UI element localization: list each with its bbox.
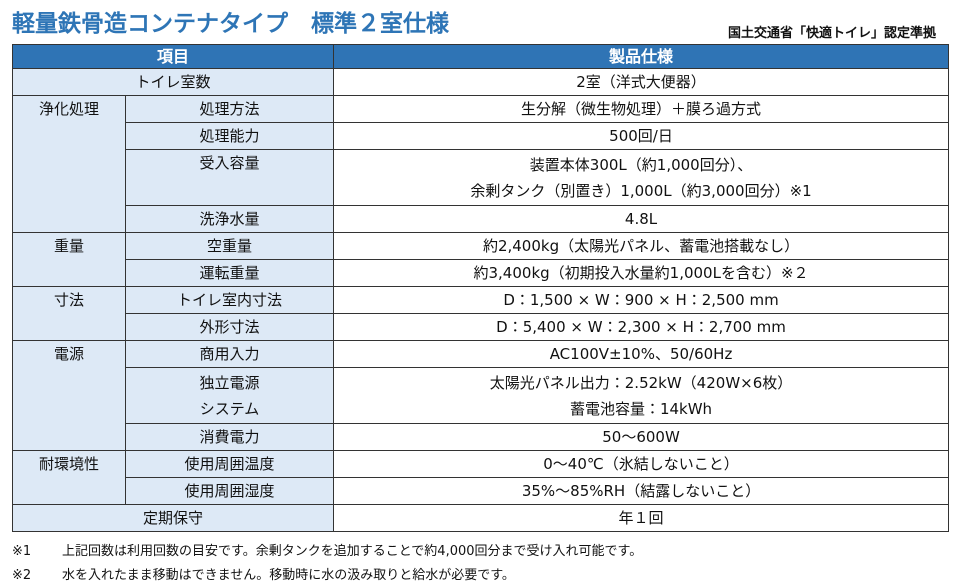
spec-line: 余剰タンク（別置き）1,000L（約3,000回分）※1 — [470, 181, 812, 200]
header-cell: 製品仕様 — [333, 44, 950, 69]
item: 外形寸法 — [124, 313, 335, 341]
item: 処理能力 — [124, 122, 335, 150]
item: トイレ室数 — [11, 68, 335, 96]
item-line: 独立電源 — [199, 373, 260, 392]
group: 寸法 — [12, 286, 126, 341]
item: 定期保守 — [11, 504, 335, 532]
header-cell: 項目 — [11, 44, 335, 69]
note: ※1 上記回数は利用回数の目安です。余剰タンクを追加することで約4,000回分まで… — [12, 540, 642, 564]
certification: 国土交通省「快適トイレ」認定準拠 — [727, 26, 936, 41]
note-text: 水を入れたまま移動はできません。移動時に水の汲み取りと給水が必要です。 — [62, 568, 515, 583]
group: 重量 — [12, 232, 126, 287]
title: 軽量鉄骨造コンテナタイプ 標準２室仕様 — [12, 11, 449, 37]
spec: 35%～85%RH（結露しないこと） — [333, 477, 950, 505]
notes: ※1 上記回数は利用回数の目安です。余剰タンクを追加することで約4,000回分まで… — [12, 540, 642, 588]
spec-line: 蓄電池容量：14kWh — [569, 399, 713, 418]
item: 消費電力 — [124, 423, 335, 451]
item: 空重量 — [124, 232, 335, 260]
spec: 4.8L — [333, 205, 950, 233]
spec: 年１回 — [333, 504, 950, 532]
spec: 太陽光パネル出力：2.52kW（420W×6枚） 蓄電池容量：14kWh — [333, 367, 950, 424]
spec: 500回/日 — [333, 122, 950, 150]
spec: 約3,400kg（初期投入水量約1,000Lを含む）※２ — [333, 259, 950, 287]
item: 洗浄水量 — [124, 205, 335, 233]
group: 浄化処理 — [12, 95, 126, 233]
spec: 2室（洋式大便器） — [333, 68, 950, 96]
spec: 0～40℃（氷結しないこと） — [333, 450, 950, 478]
spec: 50～600W — [333, 423, 950, 451]
note: ※2 水を入れたまま移動はできません。移動時に水の汲み取りと給水が必要です。 — [12, 564, 642, 588]
spec: D：1,500 × W：900 × H：2,500 mm — [333, 286, 950, 314]
note-text: 上記回数は利用回数の目安です。余剰タンクを追加することで約4,000回分まで受け… — [62, 544, 643, 559]
item: 受入容量 — [124, 149, 335, 206]
header-row: 項目 製品仕様 — [11, 44, 950, 69]
spec: D：5,400 × W：2,300 × H：2,700 mm — [333, 313, 950, 341]
group: 電源 — [12, 340, 126, 451]
item: 処理方法 — [124, 95, 335, 123]
group: 耐環境性 — [12, 450, 126, 505]
spec: 生分解（微生物処理）＋膜ろ過方式 — [333, 95, 950, 123]
item: 使用周囲湿度 — [124, 477, 335, 505]
item: トイレ室内寸法 — [124, 286, 335, 314]
note-mark: ※2 — [12, 568, 32, 583]
item: 運転重量 — [124, 259, 335, 287]
spec: 約2,400kg（太陽光パネル、蓄電池搭載なし） — [333, 232, 950, 260]
spec-table: 項目 製品仕様 トイレ室数 2室（洋式大便器） 浄化処理 処理方法 生分解（微生物処理）… — [11, 44, 950, 532]
spec-line: 太陽光パネル出力：2.52kW（420W×6枚） — [489, 373, 793, 392]
item-line: システム — [199, 399, 260, 418]
spec: AC100V±10%、50/60Hz — [333, 340, 950, 368]
spec: 装置本体300L（約1,000回分）、余剰タンク（別置き）1,000L（約3,0… — [333, 149, 950, 206]
item: 独立電源 システム — [124, 367, 335, 424]
spec-line: 装置本体300L（約1,000回分）、 — [529, 155, 753, 174]
item: 使用周囲温度 — [124, 450, 335, 478]
item: 商用入力 — [124, 340, 335, 368]
note-mark: ※1 — [12, 544, 32, 559]
